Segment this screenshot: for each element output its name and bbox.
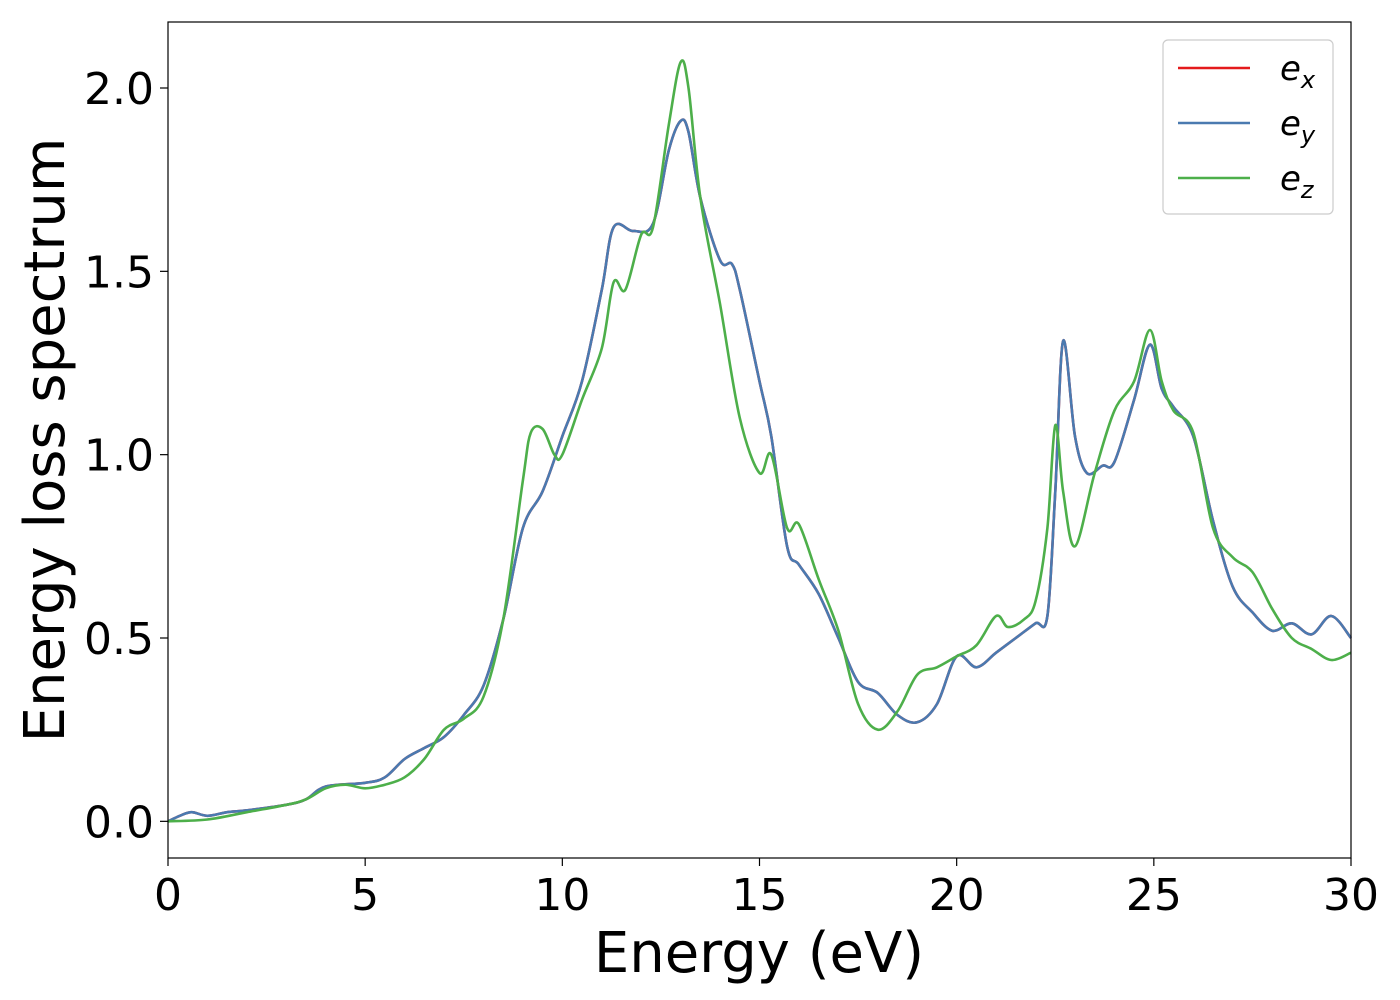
legend-label-subscript: z xyxy=(1300,176,1315,204)
legend-item-ex: ex xyxy=(1178,49,1316,94)
legend-label: ex xyxy=(1280,49,1316,94)
x-tick-label: 15 xyxy=(732,870,788,921)
series-line-ey xyxy=(167,118,1353,823)
legend-item-ey: ey xyxy=(1178,104,1316,149)
y-tick-label: 0.0 xyxy=(84,797,154,848)
x-axis-ticks: 0 5 10 15 20 25 30 xyxy=(154,858,1379,921)
y-axis-label: Energy loss spectrum xyxy=(13,138,78,743)
legend-label-subscript: y xyxy=(1300,121,1316,149)
x-tick-label: 5 xyxy=(351,870,379,921)
x-tick-label: 10 xyxy=(534,870,590,921)
series-line-ex xyxy=(167,118,1353,823)
legend-label-subscript: x xyxy=(1300,66,1316,94)
y-tick-label: 0.5 xyxy=(84,614,154,665)
y-tick-label: 2.0 xyxy=(84,64,154,115)
legend-label: ey xyxy=(1280,104,1316,149)
x-axis-label: Energy (eV) xyxy=(594,921,924,986)
series-layer xyxy=(167,59,1353,823)
x-tick-label: 25 xyxy=(1126,870,1182,921)
legend-box xyxy=(1162,39,1334,215)
x-tick-label: 20 xyxy=(929,870,985,921)
y-axis-ticks: 0.0 0.5 1.0 1.5 2.0 xyxy=(84,64,168,848)
y-tick-label: 1.0 xyxy=(84,431,154,482)
x-tick-label: 30 xyxy=(1323,870,1379,921)
series-line-ez xyxy=(167,59,1352,823)
x-tick-label: 0 xyxy=(154,870,182,921)
y-tick-label: 1.5 xyxy=(84,247,154,298)
